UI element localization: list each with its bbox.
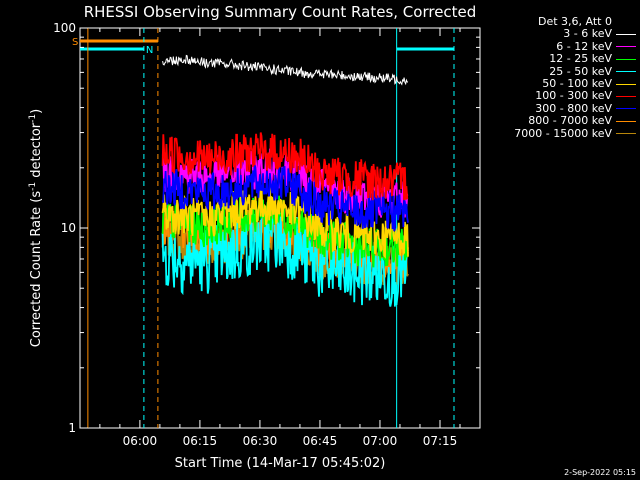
legend-header: Det 3,6, Att 0 — [486, 15, 636, 28]
legend-label: 3 - 6 keV — [563, 27, 612, 41]
chart-title: RHESSI Observing Summary Count Rates, Co… — [84, 3, 477, 21]
legend-entry: 50 - 100 keV — [486, 76, 636, 90]
legend-entry: 7000 - 15000 keV — [486, 126, 636, 140]
legend-swatch — [616, 133, 636, 135]
legend-label: 100 - 300 keV — [535, 89, 612, 103]
legend-label: 7000 - 15000 keV — [514, 126, 612, 140]
legend-swatch — [616, 46, 636, 48]
x-tick-label: 06:15 — [183, 434, 218, 448]
series-line — [161, 186, 409, 259]
series-layer — [161, 54, 409, 307]
legend-entry: 100 - 300 keV — [486, 89, 636, 103]
y-axis-label-unit: detector — [29, 122, 44, 182]
flag-label: S — [72, 37, 78, 48]
legend-label: 25 - 50 keV — [549, 64, 612, 78]
series-line — [161, 132, 409, 201]
legend-swatch — [616, 71, 636, 73]
x-tick-label: 06:00 — [123, 434, 158, 448]
legend-label: 50 - 100 keV — [542, 76, 612, 90]
y-tick-label: 10 — [61, 221, 76, 235]
y-axis-label: Corrected Count Rate (s-1 detector-1) — [28, 109, 44, 347]
legend-label: 6 - 12 keV — [556, 39, 612, 53]
legend-label: 800 - 7000 keV — [528, 114, 612, 128]
series-line — [161, 163, 409, 232]
y-tick-label: 100 — [53, 21, 76, 35]
series-line — [161, 192, 409, 268]
x-axis-label: Start Time (14-Mar-17 05:45:02) — [175, 456, 386, 471]
legend-swatch — [616, 83, 636, 85]
legend-entry: 3 - 6 keV — [486, 27, 636, 41]
x-tick-label: 06:30 — [243, 434, 278, 448]
flag-label: N — [146, 45, 153, 56]
legend-label: 300 - 800 keV — [535, 101, 612, 115]
legend-entry: 300 - 800 keV — [486, 101, 636, 115]
legend-swatch — [616, 108, 636, 110]
y-tick-label: 1 — [68, 421, 76, 435]
legend-entry: 800 - 7000 keV — [486, 114, 636, 128]
y-axis-label-exp2: -1 — [28, 114, 38, 123]
legend-swatch — [616, 120, 636, 122]
legend-swatch — [616, 58, 636, 60]
legend-entry: 6 - 12 keV — [486, 39, 636, 53]
y-axis-label-main: Corrected Count Rate (s — [29, 191, 44, 348]
legend-label: 12 - 25 keV — [549, 52, 612, 66]
legend: Det 3,6, Att 0 3 - 6 keV 6 - 12 keV 12 - 2… — [486, 15, 636, 140]
legend-entries: 3 - 6 keV 6 - 12 keV 12 - 25 keV 25 - 50 ke… — [486, 27, 636, 140]
legend-entry: 12 - 25 keV — [486, 52, 636, 66]
series-line — [161, 148, 409, 218]
y-axis-label-end: ) — [29, 109, 44, 114]
legend-entry: 25 - 50 keV — [486, 64, 636, 78]
markers-layer — [87, 28, 455, 428]
legend-swatch — [616, 96, 636, 98]
legend-header-text: Det 3,6, Att 0 — [538, 15, 612, 28]
axes-layer: 1 10 100 06:00 06:15 06:30 06:45 07:00 07:15 — [53, 21, 481, 448]
series-line — [162, 54, 409, 86]
y-axis-label-exp1: -1 — [28, 182, 38, 191]
x-tick-label: 07:15 — [423, 434, 458, 448]
legend-swatch — [616, 34, 636, 36]
x-tick-label: 06:45 — [303, 434, 338, 448]
generation-date: 2-Sep-2022 05:15 — [564, 468, 636, 477]
flags-layer: SN — [72, 37, 454, 56]
x-tick-label: 07:00 — [363, 434, 398, 448]
